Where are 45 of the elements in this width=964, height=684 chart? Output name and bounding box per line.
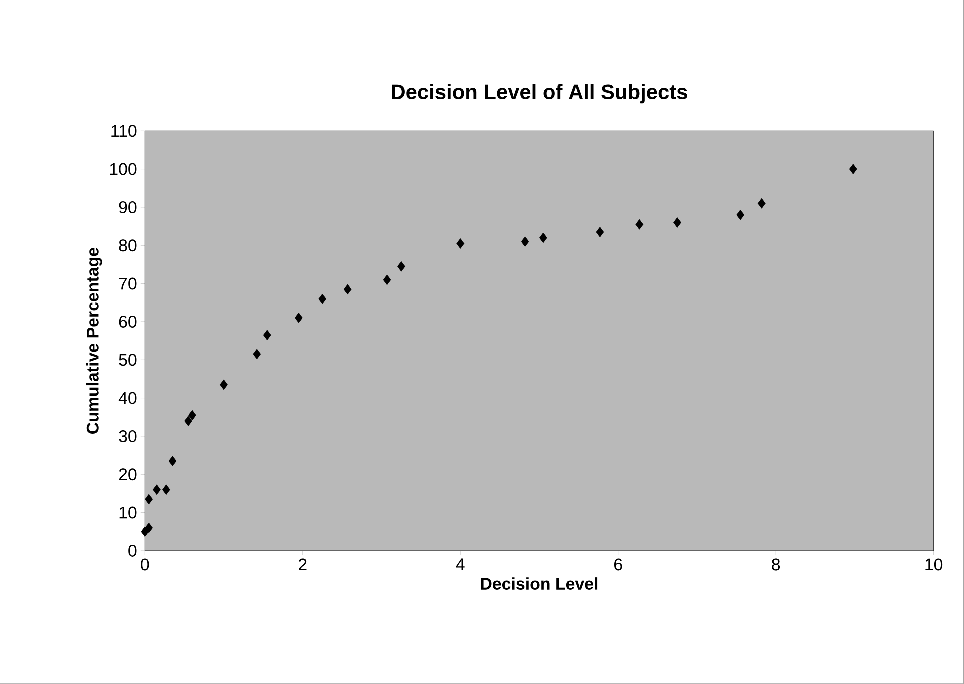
y-tick-label: 20	[119, 468, 137, 481]
point	[636, 219, 644, 230]
point	[263, 330, 272, 340]
y-tick-label: 0	[128, 544, 137, 557]
point	[398, 261, 406, 272]
point	[596, 227, 604, 238]
point	[318, 294, 327, 304]
point	[220, 380, 228, 390]
y-tick-label: 100	[110, 163, 137, 176]
y-tick-label: 70	[119, 278, 137, 290]
point	[758, 198, 766, 209]
point	[162, 484, 170, 496]
point	[188, 410, 196, 421]
point	[145, 494, 154, 505]
x-axis-title: Decision Level	[481, 578, 598, 590]
point	[253, 349, 262, 360]
point	[674, 217, 682, 228]
y-tick-label: 90	[119, 201, 137, 214]
point	[344, 284, 352, 295]
x-tick-label: 10	[926, 558, 943, 571]
point	[456, 238, 465, 249]
y-tick-label: 50	[119, 354, 137, 366]
point	[184, 416, 192, 426]
point	[849, 164, 858, 174]
y-tick-label: 80	[119, 240, 137, 252]
point	[736, 210, 745, 220]
y-tick-label: 10	[120, 506, 137, 519]
point	[153, 484, 161, 496]
point	[168, 456, 177, 466]
x-tick-label: 2	[299, 558, 307, 571]
x-tick-label: 0	[141, 558, 150, 571]
point	[521, 236, 530, 247]
x-tick-label: 8	[772, 558, 780, 571]
point	[294, 312, 303, 324]
point	[145, 522, 154, 534]
y-tick-label: 60	[119, 316, 137, 328]
y-tick-label: 40	[118, 392, 137, 404]
x-tick-label: 6	[614, 558, 622, 571]
point	[539, 232, 548, 244]
y-axis-title: Cumulative Percentage	[86, 248, 102, 434]
chart-title: Decision Level of All Subjects	[392, 84, 688, 104]
y-tick-label: 30	[119, 430, 137, 442]
x-tick-label: 4	[456, 558, 465, 570]
point	[383, 274, 392, 286]
y-tick-label: 110	[112, 125, 137, 138]
